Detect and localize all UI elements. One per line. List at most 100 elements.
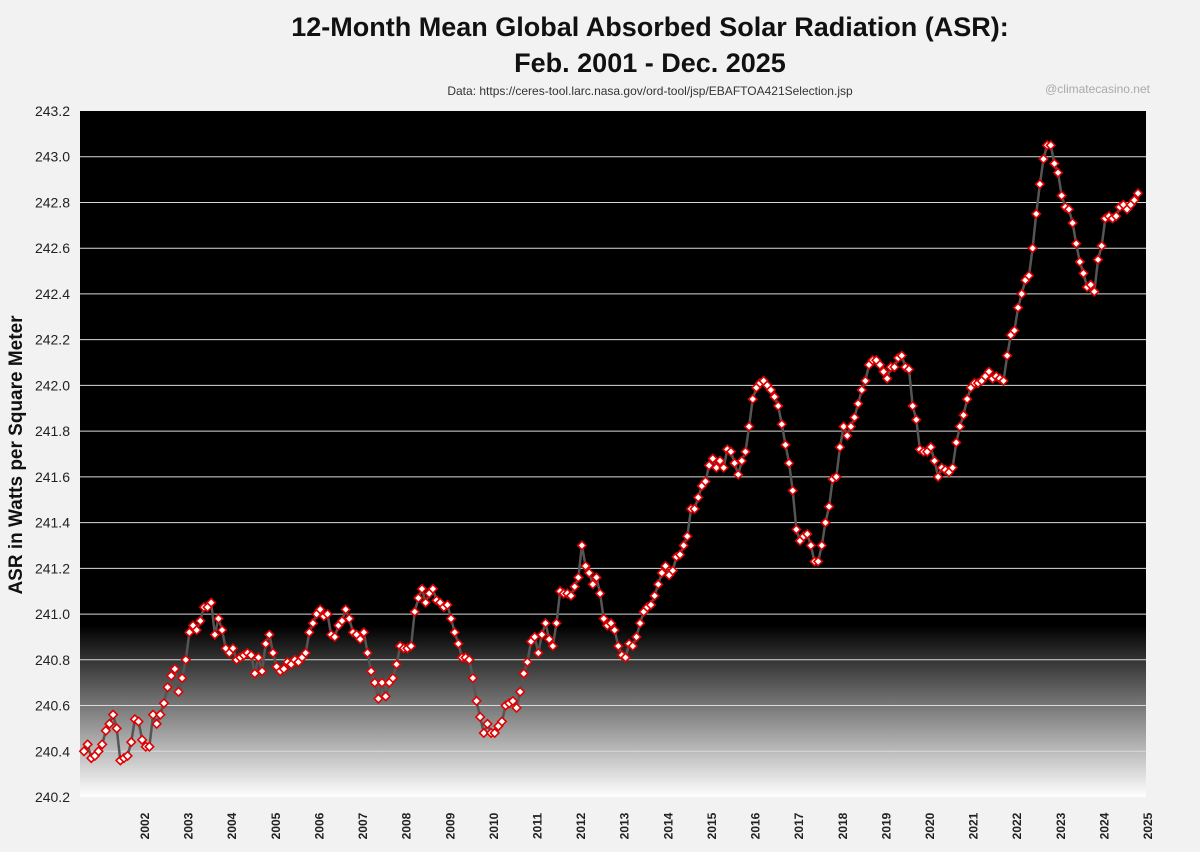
data-point [1096, 240, 1107, 252]
data-point [903, 364, 915, 375]
y-tick-label: 240.8 [35, 652, 70, 668]
x-tick-label: 2011 [530, 813, 544, 839]
data-point [838, 421, 849, 432]
data-point [874, 359, 886, 371]
data-point [765, 384, 777, 396]
data-point [78, 745, 90, 757]
x-tick-label: 2017 [792, 812, 806, 839]
data-point [958, 409, 969, 421]
plot-area [80, 111, 1146, 797]
data-point [354, 633, 366, 645]
y-tick-label: 241.4 [35, 515, 70, 531]
x-tick-label: 2007 [356, 812, 370, 839]
data-point [209, 629, 221, 640]
data-point [591, 572, 602, 583]
data-point [551, 617, 562, 629]
gridlines [80, 156, 1146, 752]
data-point [471, 695, 482, 707]
data-point [340, 604, 352, 615]
data-point [205, 597, 217, 608]
data-point [841, 430, 853, 442]
data-point [689, 503, 700, 515]
data-point [304, 627, 315, 638]
x-tick-label: 2013 [618, 812, 632, 839]
data-point [93, 745, 104, 757]
data-point [420, 597, 431, 608]
data-point [678, 540, 690, 551]
data-point [845, 421, 857, 432]
data-point [169, 663, 181, 675]
data-point [656, 567, 668, 579]
data-point [860, 375, 871, 387]
data-point [474, 711, 486, 723]
data-point [856, 384, 868, 396]
y-tick-label: 242.2 [35, 332, 70, 348]
data-point [660, 560, 671, 572]
y-tick-label: 241.0 [35, 606, 70, 622]
data-point [1012, 302, 1024, 313]
data-point [373, 693, 384, 705]
y-tick-label: 242.4 [35, 286, 70, 302]
y-tick-label: 240.4 [35, 743, 70, 759]
y-tick-labels: 240.2 240.4 240.6 240.8 241.0 241.2 241.4 241.6… [35, 103, 70, 805]
data-point [929, 455, 940, 467]
data-point [511, 702, 522, 714]
data-point [194, 615, 206, 627]
data-point [736, 455, 748, 467]
data-point [343, 613, 355, 624]
data-point [180, 654, 192, 666]
data-point [1070, 238, 1082, 249]
data-point [816, 540, 828, 551]
data-point [82, 739, 93, 750]
data-point [529, 631, 541, 643]
data-point [482, 718, 493, 730]
data-point [747, 393, 759, 405]
data-point [463, 654, 475, 666]
data-point [1132, 187, 1144, 199]
x-tick-label: 2008 [400, 812, 414, 839]
data-point [787, 485, 799, 496]
data-point [376, 677, 388, 688]
data-point [122, 750, 133, 762]
data-point [467, 672, 479, 684]
data-point [358, 627, 370, 638]
data-point [1056, 190, 1068, 201]
data-point [743, 421, 755, 432]
data-point [514, 686, 526, 698]
data-point [191, 624, 203, 636]
data-point [889, 361, 900, 373]
data-point [667, 565, 679, 576]
data-point [983, 366, 995, 378]
y-tick-label: 240.6 [35, 698, 70, 714]
data-point [703, 460, 715, 471]
data-point [416, 583, 428, 595]
data-point [831, 471, 842, 483]
data-point [1110, 210, 1122, 222]
x-tick-label: 2025 [1141, 812, 1155, 839]
data-point [449, 627, 461, 638]
data-point [445, 613, 457, 624]
data-point [104, 718, 115, 730]
y-tick-label: 241.2 [35, 560, 70, 576]
data-point [227, 643, 239, 654]
data-point [649, 590, 660, 602]
data-point [1016, 288, 1028, 300]
data-point [336, 615, 348, 627]
x-tick-label: 2016 [749, 812, 763, 839]
y-tick-label: 241.8 [35, 423, 70, 439]
data-point [405, 640, 417, 652]
data-point [162, 681, 173, 693]
data-point [878, 366, 889, 378]
data-point [732, 469, 744, 480]
data-point [1078, 268, 1089, 279]
y-tick-label: 241.6 [35, 469, 70, 485]
data-point [576, 540, 588, 551]
data-point [427, 583, 439, 595]
y-tick-label: 242.6 [35, 240, 70, 256]
data-point [627, 640, 639, 652]
data-point [674, 549, 686, 560]
data-point [173, 686, 184, 698]
data-point [1001, 350, 1013, 362]
x-tick-label: 2021 [967, 812, 981, 839]
